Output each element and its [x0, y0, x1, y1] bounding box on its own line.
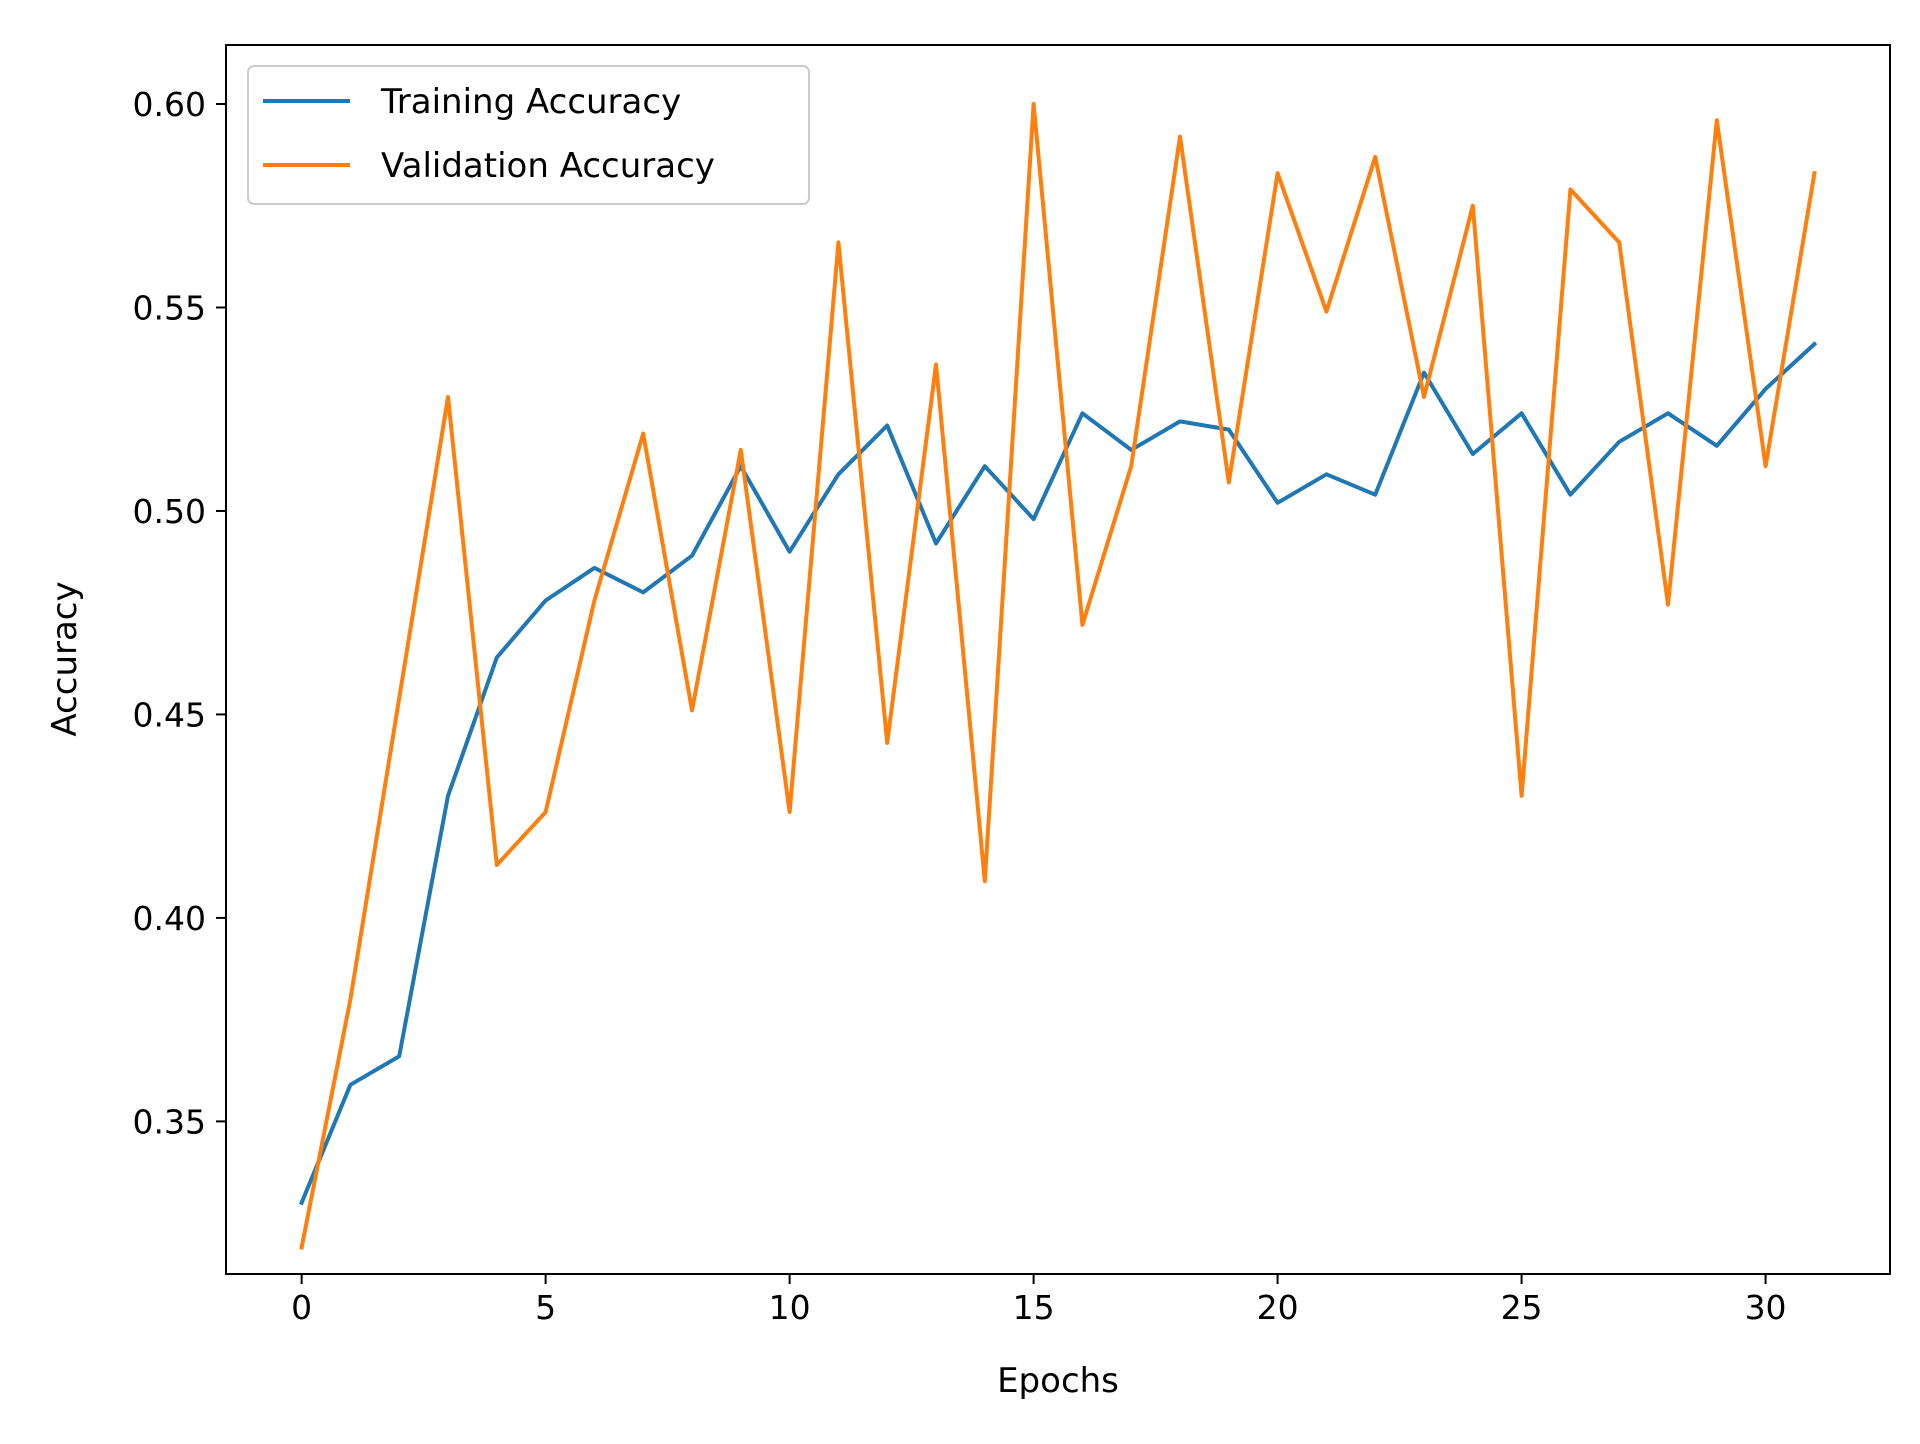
y-tick-label: 0.60 — [133, 85, 206, 124]
plot-frame — [225, 44, 1891, 1275]
y-tick-label: 0.35 — [133, 1102, 206, 1141]
series-line-0 — [298, 341, 1818, 1206]
y-tick-label: 0.40 — [133, 899, 206, 938]
y-axis-label: Accuracy — [45, 581, 85, 736]
legend-label: Validation Accuracy — [381, 146, 715, 186]
y-tick-label: 0.45 — [133, 695, 206, 734]
x-tick-label: 20 — [1257, 1288, 1299, 1327]
legend: Training Accuracy Validation Accuracy — [247, 65, 810, 205]
x-tick-label: 10 — [769, 1288, 811, 1327]
series-line-1 — [299, 102, 1817, 1250]
x-tick-label: 5 — [535, 1288, 556, 1327]
x-axis-label: Epochs — [997, 1361, 1119, 1401]
legend-label: Training Accuracy — [380, 82, 681, 122]
y-tick-label: 0.55 — [133, 288, 206, 327]
y-tick-label: 0.50 — [133, 492, 206, 531]
x-tick-label: 0 — [291, 1288, 312, 1327]
x-tick-label: 30 — [1745, 1288, 1787, 1327]
legend-frame — [247, 65, 810, 205]
x-tick-label: 25 — [1501, 1288, 1543, 1327]
x-tick-label: 15 — [1013, 1288, 1055, 1327]
